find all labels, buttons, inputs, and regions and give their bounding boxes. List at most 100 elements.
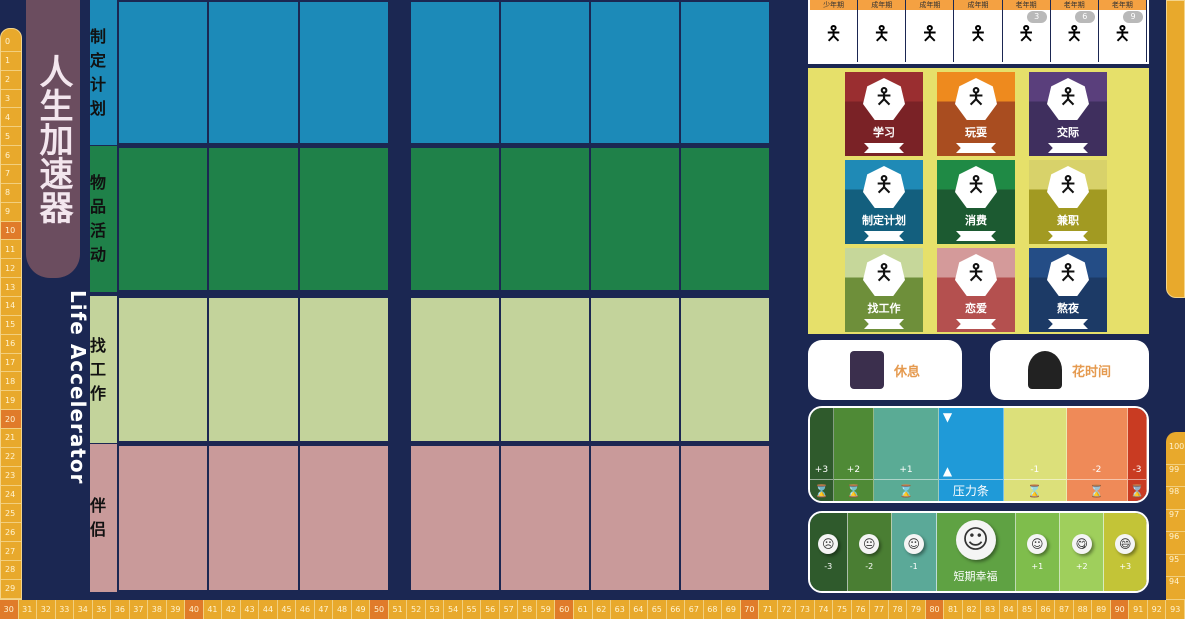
board-cell[interactable]: [590, 445, 680, 591]
age-space[interactable]: 100: [1166, 442, 1185, 465]
age-space[interactable]: 56: [481, 600, 500, 619]
age-space[interactable]: 44: [259, 600, 278, 619]
happiness-segment[interactable]: ☺ -1: [892, 513, 937, 591]
age-space[interactable]: 24: [1, 486, 21, 505]
happiness-segment[interactable]: 😐 -2: [847, 513, 893, 591]
age-space[interactable]: 18: [1, 372, 21, 392]
board-cell[interactable]: [590, 297, 680, 442]
age-space[interactable]: 1: [1, 52, 21, 71]
age-space[interactable]: 91: [1129, 600, 1148, 619]
age-space[interactable]: 39: [167, 600, 186, 619]
age-space[interactable]: 96: [1166, 532, 1185, 555]
age-space[interactable]: 62: [593, 600, 612, 619]
board-cell[interactable]: [410, 297, 500, 442]
age-space[interactable]: 2: [1, 71, 21, 90]
age-space[interactable]: 32: [37, 600, 56, 619]
age-space[interactable]: 41: [204, 600, 223, 619]
board-cell[interactable]: [500, 445, 590, 591]
age-space[interactable]: 66: [667, 600, 686, 619]
stress-segment[interactable]: +1 ⌛: [874, 408, 939, 501]
age-space[interactable]: 6: [1, 146, 21, 166]
age-space[interactable]: 28: [1, 561, 21, 580]
action-card[interactable]: 🯅 熬夜: [1029, 248, 1107, 332]
age-space[interactable]: 81: [944, 600, 963, 619]
age-space[interactable]: 82: [963, 600, 982, 619]
board-cell[interactable]: [590, 147, 680, 291]
action-card[interactable]: 🯅 兼职: [1029, 160, 1107, 244]
board-cell[interactable]: [298, 297, 389, 442]
board-cell[interactable]: [118, 297, 209, 442]
action-card[interactable]: 🯅 消费: [937, 160, 1015, 244]
age-space[interactable]: 61: [574, 600, 593, 619]
age-space[interactable]: 34: [74, 600, 93, 619]
age-space[interactable]: 53: [426, 600, 445, 619]
age-space[interactable]: 63: [611, 600, 630, 619]
board-cell[interactable]: [410, 147, 500, 291]
age-space[interactable]: 98: [1166, 487, 1185, 510]
age-space[interactable]: 22: [1, 448, 21, 467]
age-space[interactable]: 25: [1, 504, 21, 524]
age-space[interactable]: 79: [907, 600, 926, 619]
age-space[interactable]: 31: [19, 600, 38, 619]
age-space[interactable]: 76: [852, 600, 871, 619]
age-space[interactable]: 29: [1, 580, 21, 599]
age-space[interactable]: 74: [815, 600, 834, 619]
age-space[interactable]: 37: [130, 600, 149, 619]
age-space[interactable]: 12: [1, 259, 21, 279]
age-space[interactable]: 67: [685, 600, 704, 619]
board-cell[interactable]: [680, 147, 770, 291]
age-space[interactable]: 19: [1, 391, 21, 411]
age-space[interactable]: 73: [796, 600, 815, 619]
board-cell[interactable]: [590, 1, 680, 144]
stress-segment[interactable]: +3 ⌛: [810, 408, 834, 501]
age-space[interactable]: 51: [389, 600, 408, 619]
age-space[interactable]: 9: [1, 203, 21, 222]
age-space[interactable]: 17: [1, 354, 21, 373]
stress-segment[interactable]: -1 ⌛: [1003, 408, 1067, 501]
age-space[interactable]: 52: [407, 600, 426, 619]
age-space[interactable]: 35: [93, 600, 112, 619]
age-space[interactable]: 38: [148, 600, 167, 619]
age-space[interactable]: 92: [1148, 600, 1167, 619]
board-cell[interactable]: [500, 297, 590, 442]
age-space[interactable]: 21: [1, 429, 21, 448]
action-card[interactable]: 🯅 制定计划: [845, 160, 923, 244]
stress-segment[interactable]: +2 ⌛: [833, 408, 874, 501]
stress-segment[interactable]: -2 ⌛: [1066, 408, 1128, 501]
age-space[interactable]: 90: [1110, 600, 1130, 619]
age-space[interactable]: 85: [1018, 600, 1037, 619]
age-space[interactable]: 5: [1, 127, 21, 147]
age-space[interactable]: 40: [185, 600, 204, 619]
board-cell[interactable]: [298, 147, 389, 291]
board-cell[interactable]: [208, 147, 299, 291]
action-card[interactable]: 🯅 玩耍: [937, 72, 1015, 156]
age-space[interactable]: 87: [1055, 600, 1074, 619]
age-space[interactable]: 99: [1166, 465, 1185, 488]
board-cell[interactable]: [680, 1, 770, 144]
action-card[interactable]: 🯅 学习: [845, 72, 923, 156]
stress-segment[interactable]: -3 ⌛: [1127, 408, 1147, 501]
age-space[interactable]: 13: [1, 278, 21, 298]
age-space[interactable]: 89: [1092, 600, 1111, 619]
board-cell[interactable]: [680, 445, 770, 591]
age-space[interactable]: 72: [778, 600, 797, 619]
age-space[interactable]: 65: [648, 600, 667, 619]
age-space[interactable]: 43: [241, 600, 260, 619]
age-space[interactable]: 55: [463, 600, 482, 619]
age-space[interactable]: 75: [833, 600, 852, 619]
age-space[interactable]: 49: [352, 600, 371, 619]
action-card[interactable]: 🯅 找工作: [845, 248, 923, 332]
age-space[interactable]: 86: [1037, 600, 1056, 619]
age-space[interactable]: 77: [870, 600, 889, 619]
age-space[interactable]: 46: [296, 600, 315, 619]
board-cell[interactable]: [118, 147, 209, 291]
happiness-segment[interactable]: 😋 +2: [1060, 513, 1105, 591]
age-space[interactable]: 60: [555, 600, 574, 619]
happiness-segment[interactable]: ☺ +1: [1015, 513, 1061, 591]
board-cell[interactable]: [410, 445, 500, 591]
age-space[interactable]: 68: [704, 600, 723, 619]
rest-button[interactable]: 休息: [808, 340, 962, 400]
age-space[interactable]: 59: [537, 600, 556, 619]
board-cell[interactable]: [208, 445, 299, 591]
age-space[interactable]: 50: [370, 600, 389, 619]
